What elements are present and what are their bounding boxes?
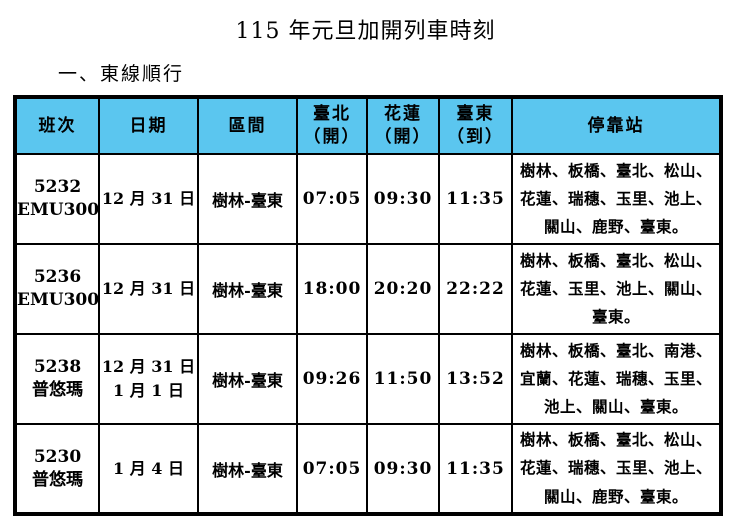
section-heading: 一、東線順行 [58, 63, 185, 85]
taitung-arrive-cell: 11:35 [438, 153, 513, 245]
page-title: 115 年元旦加開列車時刻 [235, 19, 496, 44]
stops-cell: 樹林、板橋、臺北、松山、花蓮、玉里、池上、關山、臺東。 [511, 243, 722, 335]
table-row: 5230 普悠瑪 1 月 4 日 樹林-臺東 07:05 09:30 11:35… [14, 423, 722, 515]
header-cell-train: 班次 [14, 96, 100, 155]
hualien-depart-cell: 09:30 [366, 423, 440, 515]
taipei-depart-cell: 18:00 [296, 243, 368, 335]
hualien-depart-cell: 11:50 [366, 333, 440, 425]
section-cell: 樹林-臺東 [197, 423, 298, 515]
taitung-arrive-cell: 22:22 [438, 243, 513, 335]
header-cell-section: 區間 [197, 96, 298, 155]
header-row: 班次 日期 區間 臺北 （開） 花蓮 （開） 臺東 （到） 停靠站 [14, 96, 722, 155]
stops-cell: 樹林、板橋、臺北、南港、宜蘭、花蓮、瑞穗、玉里、池上、關山、臺東。 [511, 333, 722, 425]
date-cell: 12 月 31 日 [98, 243, 199, 335]
date-cell: 12 月 31 日 1 月 1 日 [98, 333, 199, 425]
header-cell-hualien-depart: 花蓮 （開） [366, 96, 440, 155]
taipei-depart-cell: 09:26 [296, 333, 368, 425]
stops-cell: 樹林、板橋、臺北、松山、花蓮、瑞穗、玉里、池上、關山、鹿野、臺東。 [511, 423, 722, 515]
date-cell: 12 月 31 日 [98, 153, 199, 245]
section-cell: 樹林-臺東 [197, 243, 298, 335]
section-cell: 樹林-臺東 [197, 153, 298, 245]
stops-cell: 樹林、板橋、臺北、松山、花蓮、瑞穗、玉里、池上、關山、鹿野、臺東。 [511, 153, 722, 245]
header-cell-taitung-arrive: 臺東 （到） [438, 96, 513, 155]
date-cell: 1 月 4 日 [98, 423, 199, 515]
taipei-depart-cell: 07:05 [296, 423, 368, 515]
train-no-cell: 5238 普悠瑪 [14, 333, 100, 425]
table-row: 5232 EMU3000 12 月 31 日 樹林-臺東 07:05 09:30… [14, 153, 722, 245]
hualien-depart-cell: 09:30 [366, 153, 440, 245]
hualien-depart-cell: 20:20 [366, 243, 440, 335]
taipei-depart-cell: 07:05 [296, 153, 368, 245]
taitung-arrive-cell: 11:35 [438, 423, 513, 515]
train-no-cell: 5230 普悠瑪 [14, 423, 100, 515]
section-cell: 樹林-臺東 [197, 333, 298, 425]
header-cell-date: 日期 [98, 96, 199, 155]
train-no-cell: 5236 EMU3000 [14, 243, 100, 335]
header-cell-stops: 停靠站 [511, 96, 722, 155]
train-no-cell: 5232 EMU3000 [14, 153, 100, 245]
taitung-arrive-cell: 13:52 [438, 333, 513, 425]
table-row: 5236 EMU3000 12 月 31 日 樹林-臺東 18:00 20:20… [14, 243, 722, 335]
train-timetable: 班次 日期 區間 臺北 （開） 花蓮 （開） 臺東 （到） 停靠站 5232 E… [13, 95, 723, 516]
table-row: 5238 普悠瑪 12 月 31 日 1 月 1 日 樹林-臺東 09:26 1… [14, 333, 722, 425]
header-cell-taipei-depart: 臺北 （開） [296, 96, 368, 155]
